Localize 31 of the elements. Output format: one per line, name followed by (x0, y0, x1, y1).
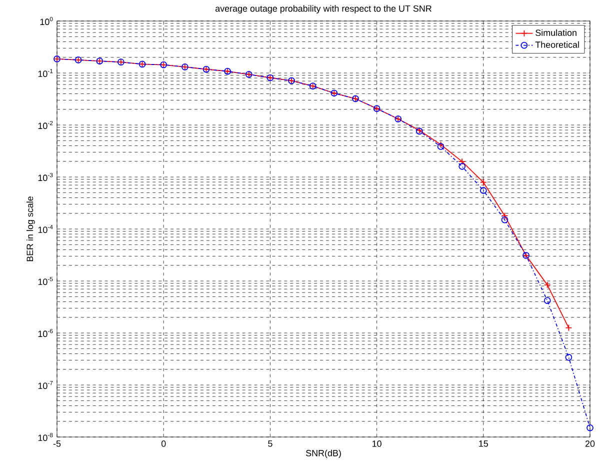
point (501, 216, 508, 224)
x-tick-label: 15 (479, 440, 488, 447)
point (565, 354, 572, 361)
x-tick-label: 0 (161, 440, 166, 447)
point (458, 158, 466, 166)
y-tick-label: 10$^{-7}$ (38, 380, 53, 389)
point (544, 281, 551, 288)
y-tick-label: 10$^{-8}$ (38, 432, 53, 442)
x-tick-label: -5 (53, 440, 61, 447)
point (458, 162, 466, 170)
point (480, 187, 487, 194)
x-axis-title: SNR(dB) (306, 450, 341, 458)
legend-label: Simulation (536, 29, 576, 36)
y-tick-label: 10$^{-2}$ (38, 120, 53, 130)
y-tick-label: 10$^{-4}$ (38, 224, 53, 234)
point (586, 424, 594, 432)
x-tick-label: 20 (585, 440, 595, 447)
point (544, 297, 551, 304)
y-tick-label: 10$^{-3}$ (38, 172, 53, 182)
y-tick-label: 10$^{-1}$ (38, 68, 53, 78)
legend-label: Theoretical (535, 41, 579, 48)
y-axis-title: BER in log scale (26, 196, 35, 262)
y-tick-label: 10$^{-6}$ (38, 328, 53, 338)
y-tick-label: 10$^{-5}$ (38, 276, 53, 285)
x-tick-label: 10 (372, 440, 382, 447)
point (480, 178, 487, 186)
x-tick-label: 5 (268, 440, 272, 447)
point (501, 212, 508, 220)
y-tick-label: 10$^{0}$ (40, 16, 53, 26)
point (565, 324, 572, 332)
chart-title: average outage probability with respect to the UT SNR (215, 5, 432, 14)
